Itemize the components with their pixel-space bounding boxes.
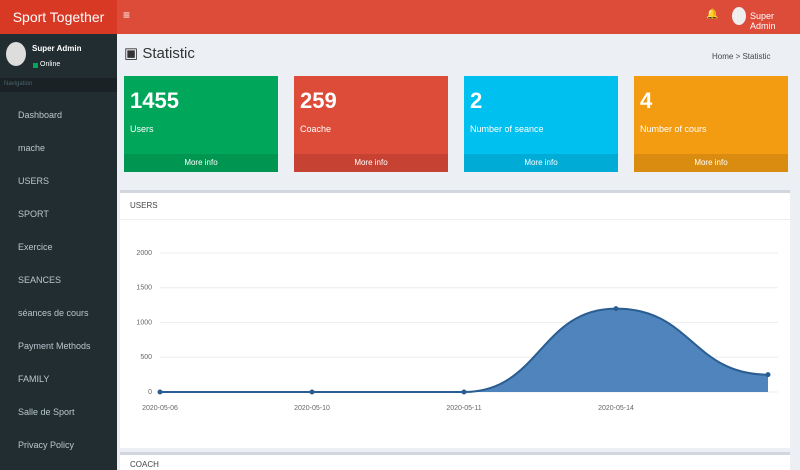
chart: 0 500 1000 1500 2000 2020-05-06 2020-05-10 2020… (136, 250, 778, 412)
avatar (6, 42, 26, 66)
area (160, 308, 768, 392)
point (613, 306, 619, 312)
x-tick-label: 2020-05-06 (142, 405, 178, 412)
nav-item[interactable]: USERS (18, 176, 50, 186)
stat-value: 2 (470, 88, 483, 113)
stat-label: Coache (300, 124, 332, 134)
stat-label: Users (130, 124, 154, 134)
stat-box: 259 Coache More info (294, 76, 448, 172)
y-tick-label: 2000 (136, 250, 152, 257)
y-tick-label: 500 (140, 354, 152, 361)
chart-title: USERS (130, 201, 158, 210)
stat-label: Number of cours (640, 124, 707, 134)
page-title: ▣ Statistic (124, 45, 195, 62)
stat-value: 4 (640, 88, 653, 113)
stat-value: 1455 (130, 88, 179, 113)
bell-icon[interactable]: 🔔 (706, 9, 719, 20)
y-tick-label: 1500 (136, 285, 152, 292)
stat-value: 259 (300, 88, 337, 113)
avatar (732, 7, 746, 25)
status-dot (33, 63, 38, 68)
nav-item[interactable]: Privacy Policy (18, 440, 75, 450)
nav-item[interactable]: Payment Methods (18, 341, 91, 351)
nav-item[interactable]: SEANCES (18, 275, 62, 285)
coach-box: COACH (120, 452, 790, 470)
nav-item[interactable]: Salle de Sport (18, 407, 75, 417)
nav-item[interactable]: FAMILY (18, 374, 50, 384)
chart-box: USERS 0 500 1000 1500 2000 2020-05-06 2020-05-… (120, 190, 790, 448)
more-info[interactable]: More info (634, 154, 788, 172)
breadcrumb: Home > Statistic (712, 52, 771, 61)
nav-item[interactable]: mache (18, 143, 46, 153)
line (160, 307, 769, 393)
sidebar-user: Super Admin (32, 44, 82, 53)
crumb[interactable]: Home (712, 52, 734, 61)
title-text: Statistic (142, 45, 195, 62)
x-tick-label: 2020-05-11 (446, 405, 481, 412)
more-info[interactable]: More info (294, 154, 448, 172)
box-title: COACH (130, 460, 159, 469)
status: Online (40, 61, 61, 68)
more-info[interactable]: More info (124, 154, 278, 172)
nav-item[interactable]: séances de cours (18, 308, 89, 318)
section: Navigation (0, 78, 117, 92)
point (765, 372, 771, 378)
point (309, 389, 315, 395)
menu-toggle[interactable]: ≡ (123, 8, 131, 22)
y-tick-label: 1000 (136, 319, 152, 326)
x-tick-label: 2020-05-14 (598, 405, 634, 412)
nav-item[interactable]: Dashboard (18, 110, 63, 120)
stat-label: Number of seance (470, 124, 544, 134)
point (461, 389, 467, 395)
header-user[interactable]: Super Admin (750, 11, 776, 31)
stat-box: 1455 Users More info (124, 76, 278, 172)
more-info[interactable]: More info (464, 154, 618, 172)
nav-item[interactable]: Exercice (18, 242, 53, 252)
crumb: Statistic (742, 52, 771, 61)
top-bar: Sport Together ≡ 🔔 Super Admin (0, 0, 800, 34)
brand[interactable]: Sport Together (0, 0, 117, 34)
point (157, 389, 163, 395)
stat-box: 2 Number of seance More info (464, 76, 618, 172)
x-tick-label: 2020-05-10 (294, 405, 330, 412)
stat-box: 4 Number of cours More info (634, 76, 788, 172)
y-tick-label: 0 (148, 389, 152, 396)
divider (120, 219, 790, 220)
sidebar: Super Admin Online Navigation Dashboard m… (0, 34, 117, 470)
nav-item[interactable]: SPORT (18, 209, 49, 219)
